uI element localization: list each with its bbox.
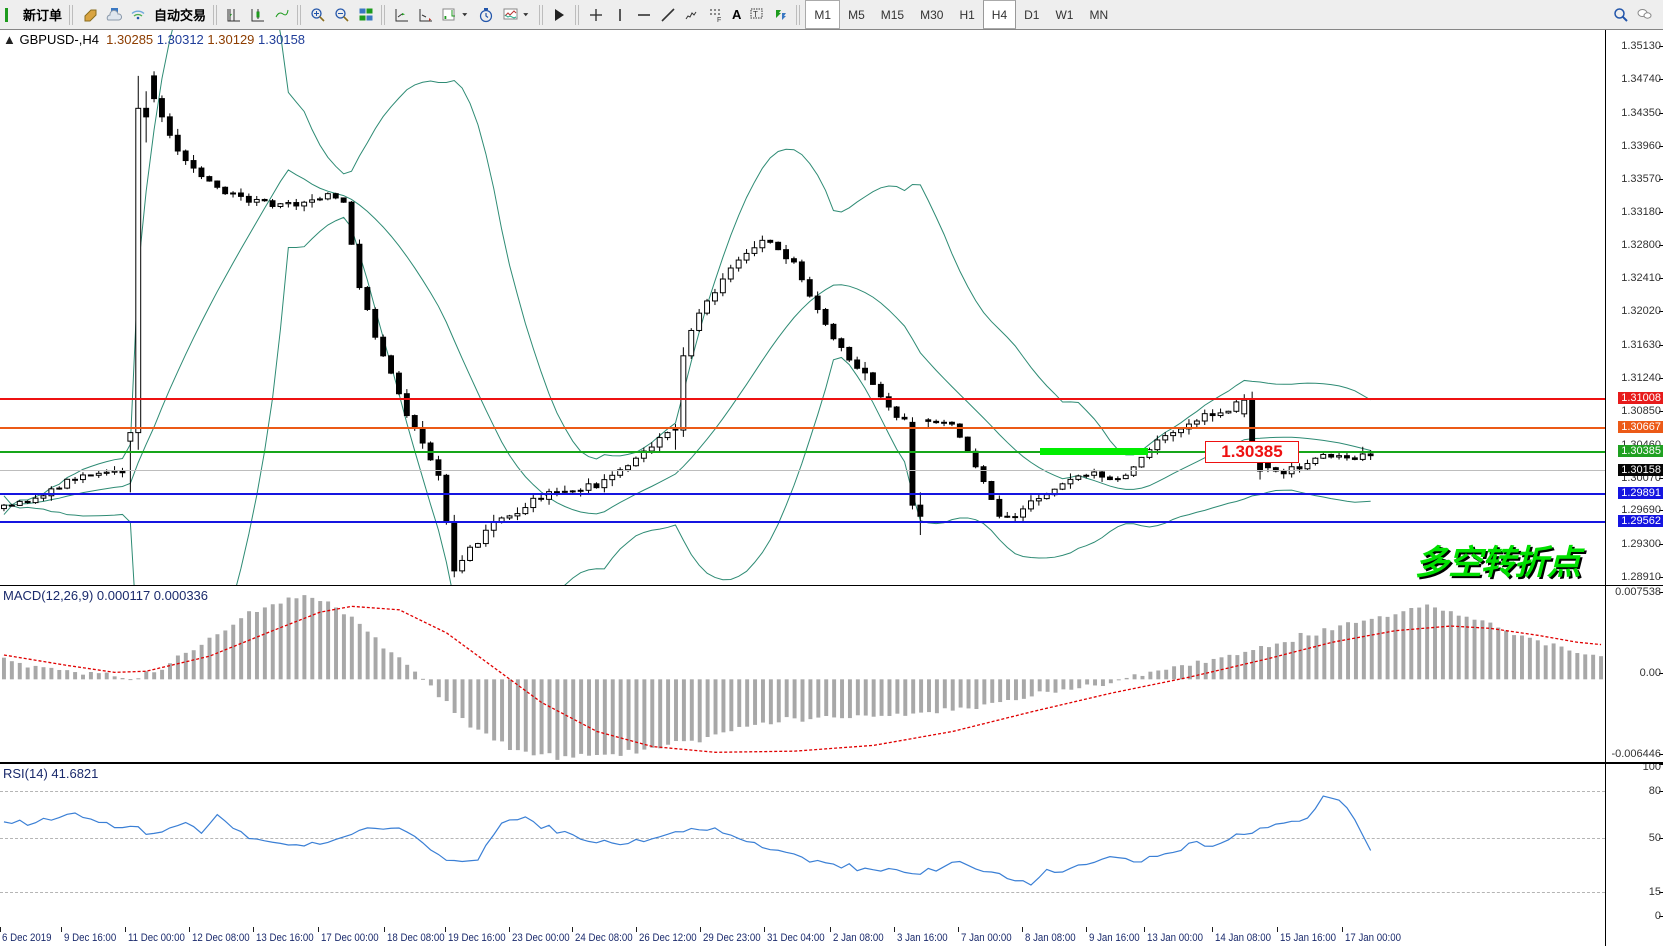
svg-text:T: T [753, 10, 758, 19]
svg-text:F: F [717, 17, 721, 23]
